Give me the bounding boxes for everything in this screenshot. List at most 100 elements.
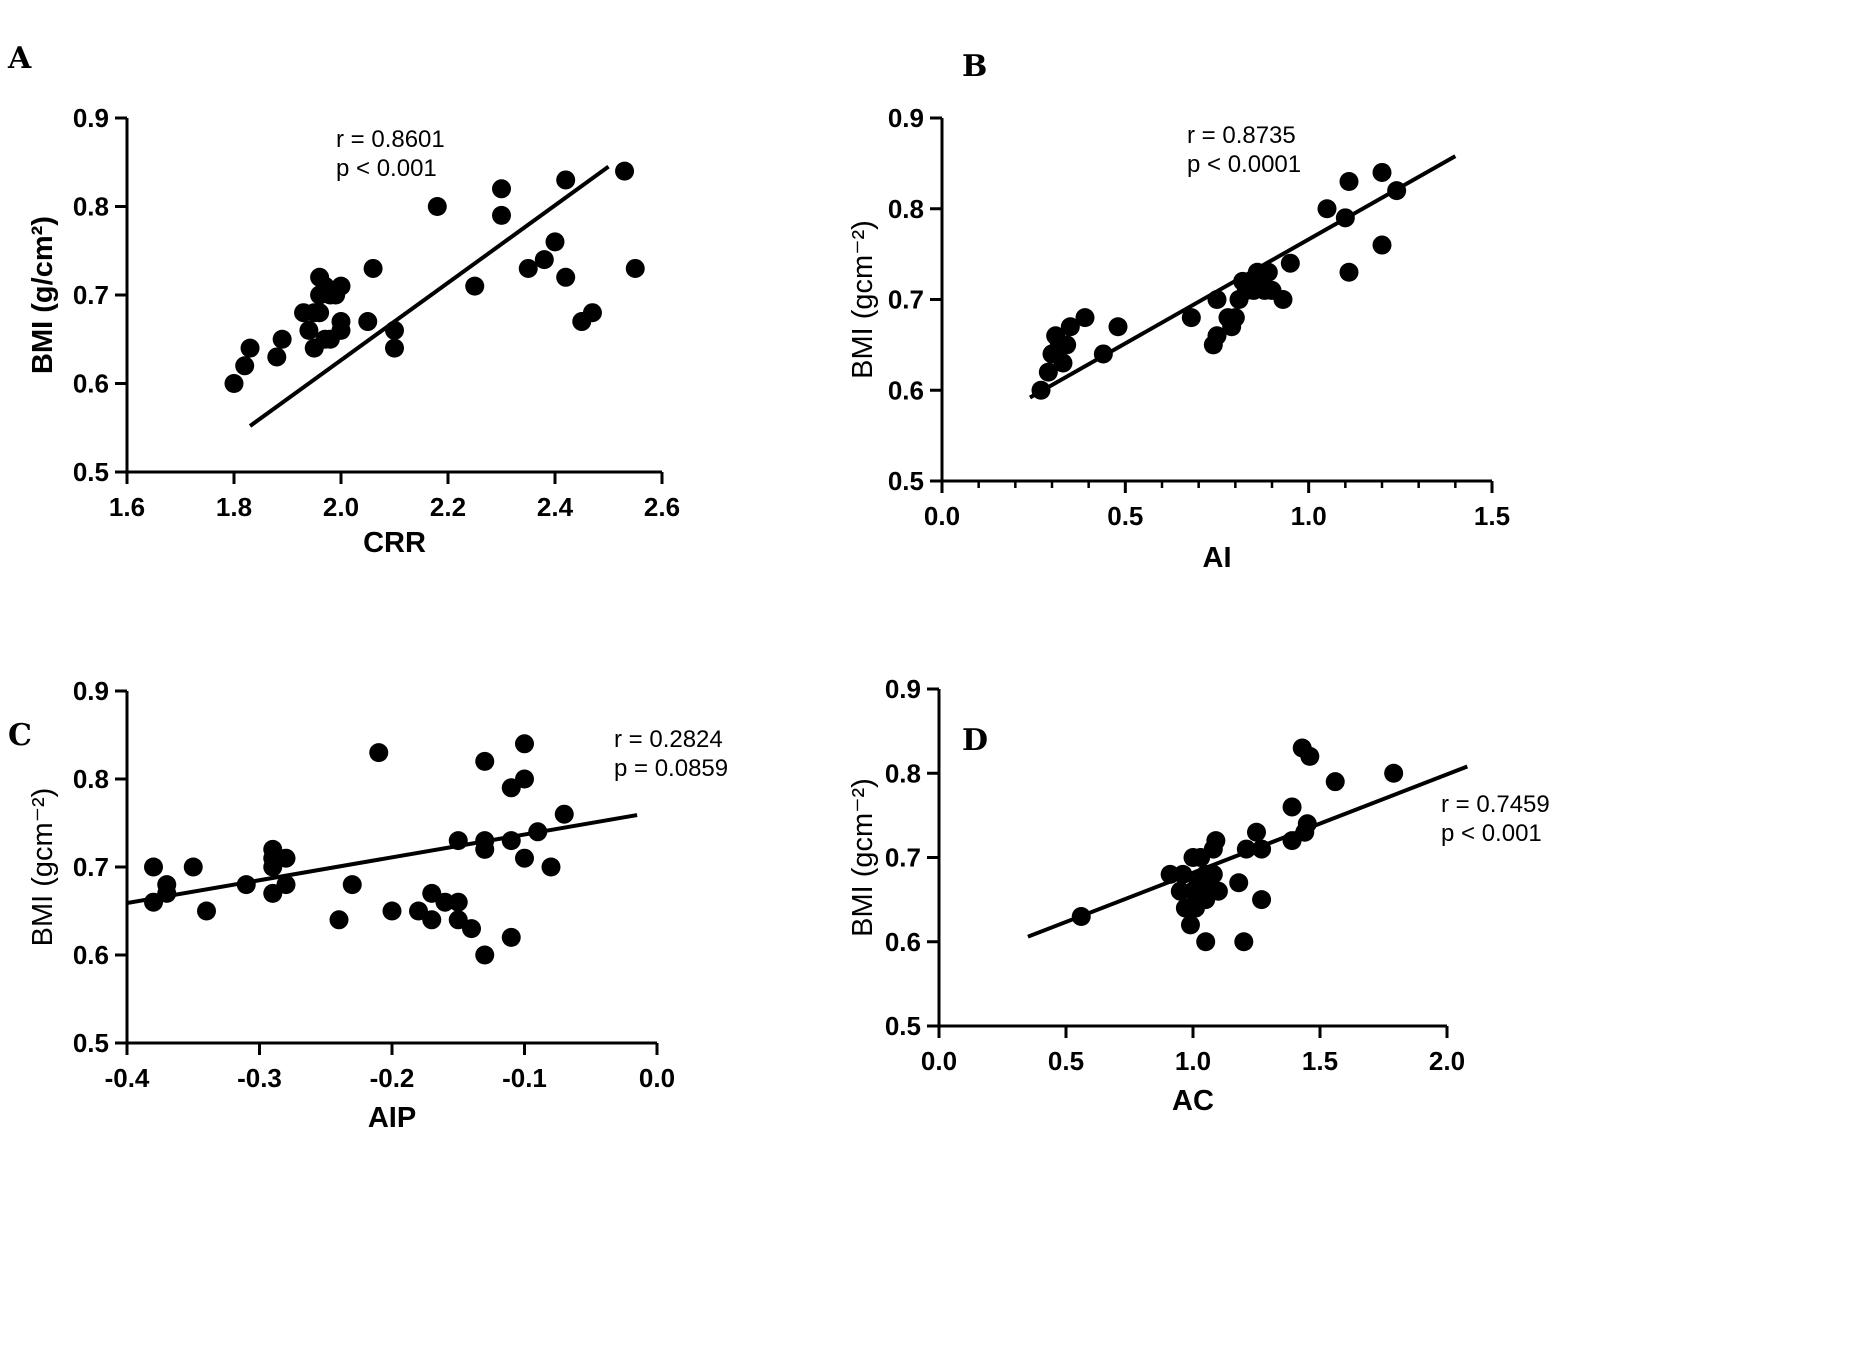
- data-point: [385, 338, 404, 358]
- stat-annotation: p = 0.0859: [614, 755, 728, 782]
- y-axis-label: BMI (gcm⁻²): [847, 220, 879, 379]
- data-point: [363, 258, 383, 278]
- data-point: [224, 374, 244, 393]
- data-point: [276, 848, 296, 868]
- data-point: [342, 875, 362, 895]
- data-point: [1093, 344, 1113, 364]
- data-point: [427, 197, 447, 216]
- x-tick-label: -0.4: [105, 1063, 150, 1093]
- data-point: [1229, 873, 1249, 893]
- data-point: [1247, 822, 1266, 842]
- panel-label: D: [962, 723, 988, 758]
- x-tick-label: 2.0: [1429, 1046, 1465, 1076]
- data-point: [462, 919, 481, 939]
- data-point: [475, 751, 495, 771]
- stat-annotation: p < 0.001: [1441, 820, 1542, 847]
- data-point: [1282, 797, 1302, 817]
- data-point: [1234, 932, 1254, 952]
- data-point: [556, 170, 576, 190]
- data-point: [236, 875, 256, 895]
- y-tick-label: 0.9: [73, 676, 109, 706]
- data-point: [331, 320, 351, 340]
- data-point: [1060, 317, 1080, 337]
- data-point: [310, 303, 330, 323]
- x-tick-label: 0.5: [1048, 1046, 1084, 1076]
- y-tick-label: 0.8: [885, 758, 921, 788]
- data-point: [501, 927, 521, 947]
- data-point: [240, 338, 260, 358]
- data-point: [528, 822, 548, 842]
- data-point: [501, 831, 521, 851]
- data-point: [157, 883, 177, 903]
- x-tick-label: 0.0: [639, 1063, 675, 1093]
- y-tick-label: 0.8: [888, 194, 924, 224]
- x-axis-label: AI: [1203, 542, 1232, 574]
- data-point: [267, 347, 287, 367]
- data-point: [556, 267, 576, 287]
- y-tick-label: 0.6: [73, 369, 109, 399]
- data-point: [1208, 881, 1228, 901]
- data-point: [299, 320, 319, 340]
- data-point: [144, 857, 163, 877]
- data-point: [625, 258, 645, 278]
- data-point: [1258, 262, 1278, 282]
- data-point: [541, 857, 561, 877]
- stat-annotation: p < 0.0001: [1187, 151, 1301, 178]
- data-point: [1180, 915, 1200, 935]
- x-tick-label: 2.6: [644, 492, 680, 522]
- y-tick-label: 0.5: [888, 466, 924, 496]
- regression-line: [126, 813, 638, 906]
- y-tick-label: 0.9: [885, 674, 921, 704]
- y-tick-label: 0.8: [73, 764, 109, 794]
- panel-label: B: [962, 49, 987, 84]
- data-point: [554, 804, 574, 824]
- data-point: [1384, 763, 1404, 783]
- data-point: [1203, 864, 1223, 884]
- data-point: [1252, 839, 1272, 859]
- x-tick-label: 1.8: [216, 492, 252, 522]
- data-point: [1387, 181, 1407, 201]
- data-point: [435, 892, 455, 912]
- y-tick-label: 0.7: [888, 285, 924, 315]
- stat-annotation: r = 0.2824: [614, 726, 723, 753]
- regression-line: [248, 165, 610, 428]
- data-point: [448, 892, 468, 912]
- y-tick-label: 0.5: [73, 457, 109, 487]
- x-tick-label: 2.2: [430, 492, 466, 522]
- data-point: [515, 734, 534, 754]
- data-point: [272, 329, 292, 349]
- data-point: [276, 875, 296, 895]
- y-tick-label: 0.7: [73, 280, 109, 310]
- y-tick-label: 0.5: [885, 1011, 921, 1041]
- y-tick-label: 0.6: [888, 375, 924, 405]
- data-point: [1206, 831, 1226, 851]
- data-point: [515, 848, 534, 868]
- y-tick-label: 0.9: [73, 103, 109, 133]
- y-tick-label: 0.6: [73, 940, 109, 970]
- y-tick-label: 0.5: [73, 1028, 109, 1058]
- data-point: [1372, 162, 1392, 182]
- stat-annotation: r = 0.8601: [336, 126, 445, 153]
- data-point: [235, 356, 255, 376]
- x-tick-label: 1.5: [1474, 501, 1510, 531]
- y-tick-label: 0.6: [885, 927, 921, 957]
- data-point: [197, 901, 216, 921]
- data-point: [1181, 308, 1201, 328]
- x-tick-label: -0.3: [237, 1063, 282, 1093]
- x-tick-label: 1.5: [1302, 1046, 1338, 1076]
- y-tick-label: 0.9: [888, 103, 924, 133]
- x-tick-label: 2.0: [323, 492, 359, 522]
- x-axis-label: CRR: [363, 527, 426, 559]
- data-point: [1236, 839, 1256, 859]
- data-point: [385, 320, 404, 340]
- data-point: [329, 910, 349, 930]
- data-point: [1108, 317, 1128, 337]
- data-point: [1273, 290, 1293, 309]
- data-point: [1225, 308, 1245, 328]
- x-axis-label: AC: [1172, 1085, 1214, 1117]
- data-point: [582, 303, 602, 323]
- x-tick-label: 0.5: [1107, 501, 1143, 531]
